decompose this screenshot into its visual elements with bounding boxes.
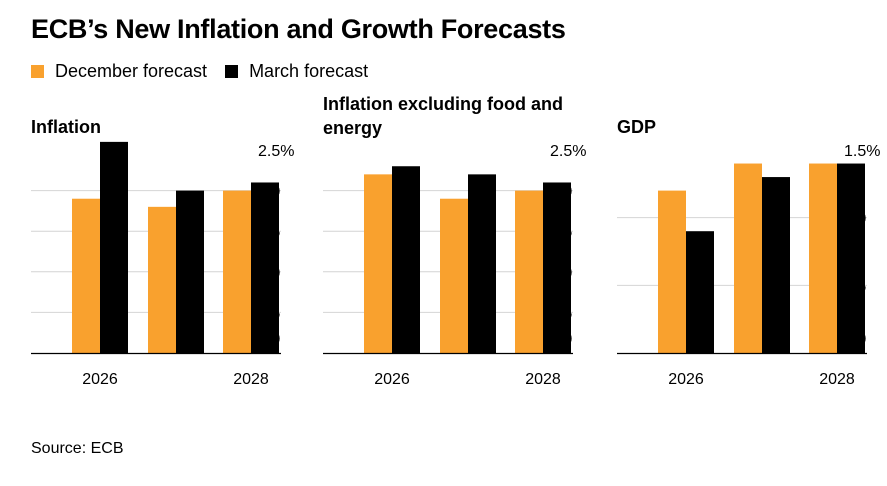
y-tick-label: 2.5% xyxy=(550,143,586,160)
bar-march-2028 xyxy=(837,163,865,353)
bar-december-2026 xyxy=(658,190,686,353)
bar-december-2027 xyxy=(734,163,762,353)
legend-label-december: December forecast xyxy=(55,61,208,81)
y-tick-label: 2.5% xyxy=(258,143,294,160)
bar-march-2026 xyxy=(686,231,714,353)
panel-title-inflation: Inflation xyxy=(31,117,101,137)
panel-title-gdp: GDP xyxy=(617,117,657,137)
x-tick-label: 2026 xyxy=(374,371,410,388)
legend-item-march: March forecast xyxy=(225,61,368,82)
bar-march-2026 xyxy=(100,141,128,353)
bar-december-2027 xyxy=(440,198,468,353)
bar-march-2027 xyxy=(468,174,496,353)
bar-december-2026 xyxy=(364,174,392,353)
legend-item-december: December forecast xyxy=(31,61,207,82)
bar-march-2027 xyxy=(762,177,790,353)
bar-december-2028 xyxy=(515,190,543,353)
x-tick-label: 2028 xyxy=(819,371,855,388)
bar-december-2028 xyxy=(809,163,837,353)
bar-march-2028 xyxy=(251,182,279,353)
y-tick-label: 1.5% xyxy=(844,143,880,160)
legend-swatch-march xyxy=(225,65,239,78)
x-tick-label: 2028 xyxy=(233,371,269,388)
bar-march-2027 xyxy=(176,190,204,353)
chart-title: ECB’s New Inflation and Growth Forecasts xyxy=(31,14,566,44)
bar-december-2028 xyxy=(223,190,251,353)
legend-swatch-december xyxy=(31,65,44,78)
panel-title-core-inflation: Inflation excluding food and energy xyxy=(323,94,563,138)
legend: December forecast March forecast xyxy=(31,61,386,82)
bar-march-2026 xyxy=(392,166,420,353)
bar-march-2028 xyxy=(543,182,571,353)
source-note: Source: ECB xyxy=(31,440,124,457)
x-tick-label: 2028 xyxy=(525,371,561,388)
bar-december-2027 xyxy=(148,206,176,353)
legend-label-march: March forecast xyxy=(249,61,369,81)
x-tick-label: 2026 xyxy=(668,371,704,388)
x-tick-label: 2026 xyxy=(82,371,118,388)
bar-december-2026 xyxy=(72,198,100,353)
